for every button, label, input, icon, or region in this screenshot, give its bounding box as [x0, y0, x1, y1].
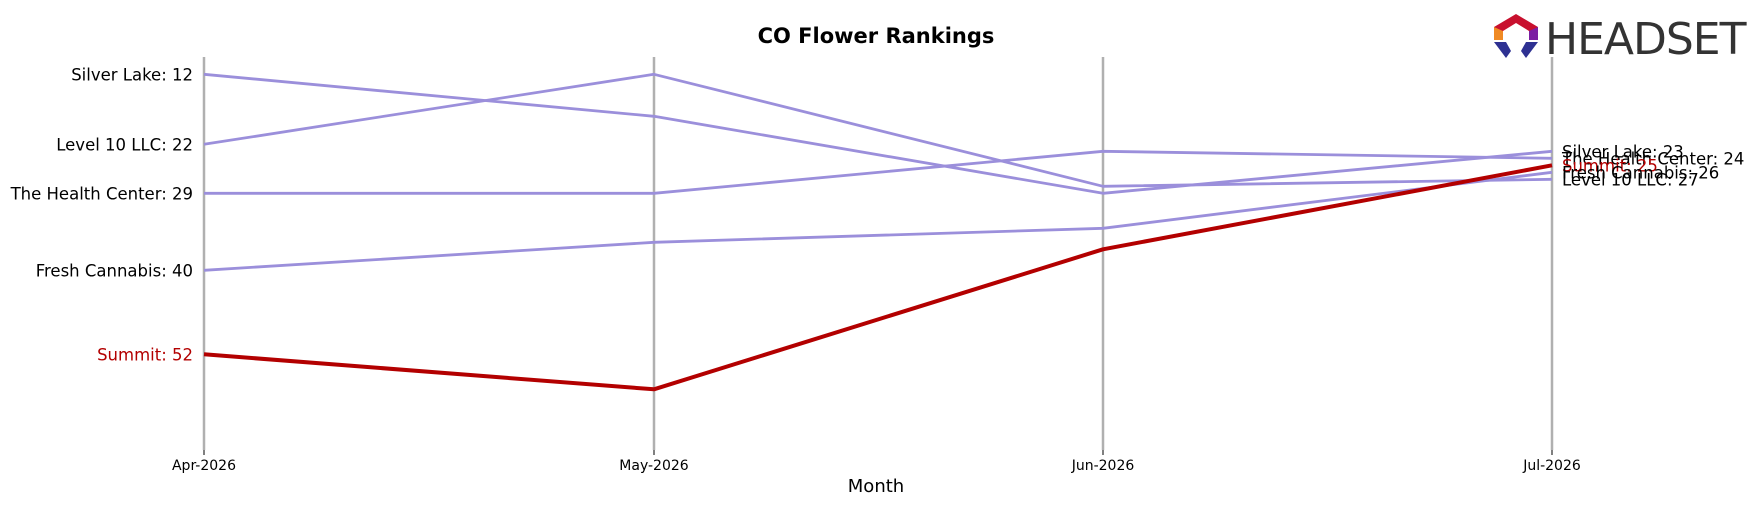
start-label: Silver Lake: 12 [71, 65, 193, 84]
end-label: Silver Lake: 23 [1562, 142, 1684, 161]
headset-logo: HEADSET [1494, 14, 1748, 65]
x-axis-label: Month [848, 476, 904, 497]
start-label: The Health Center: 29 [10, 184, 193, 203]
headset-logo-mark [1494, 14, 1538, 58]
end-label: The Health Center: 24 [1561, 149, 1744, 168]
month-gridlines [202, 57, 1554, 450]
logo-wordmark: HEADSET [1545, 14, 1747, 65]
end-label: Summit: 25 [1562, 156, 1658, 175]
start-label: Level 10 LLC: 22 [56, 135, 193, 154]
series-line-level-10-llc [203, 72, 1553, 188]
start-label: Summit: 52 [97, 345, 193, 364]
series-line-the-health-center [204, 149, 1553, 195]
tick-label-Jul-2026: Jul-2026 [1522, 458, 1581, 474]
series-line-summit [203, 163, 1553, 392]
series-line-silver-lake [203, 72, 1553, 195]
tick-label-Apr-2026: Apr-2026 [172, 458, 236, 474]
x-axis-ticks: Apr-2026 May-2026 Jun-2026 Jul-2026 [172, 450, 1581, 474]
chart-title: CO Flower Rankings [758, 24, 995, 48]
tick-label-Jun-2026: Jun-2026 [1071, 458, 1135, 474]
series-labels: Silver Lake: 12 Level 10 LLC: 22 The Healt… [10, 65, 1745, 364]
end-label: Fresh Cannabis: 26 [1562, 163, 1719, 182]
series-line-fresh-cannabis [203, 170, 1553, 272]
series-lines [203, 72, 1553, 392]
end-label: Level 10 LLC: 27 [1562, 170, 1699, 189]
start-label: Fresh Cannabis: 40 [36, 261, 193, 280]
tick-label-May-2026: May-2026 [619, 458, 688, 474]
